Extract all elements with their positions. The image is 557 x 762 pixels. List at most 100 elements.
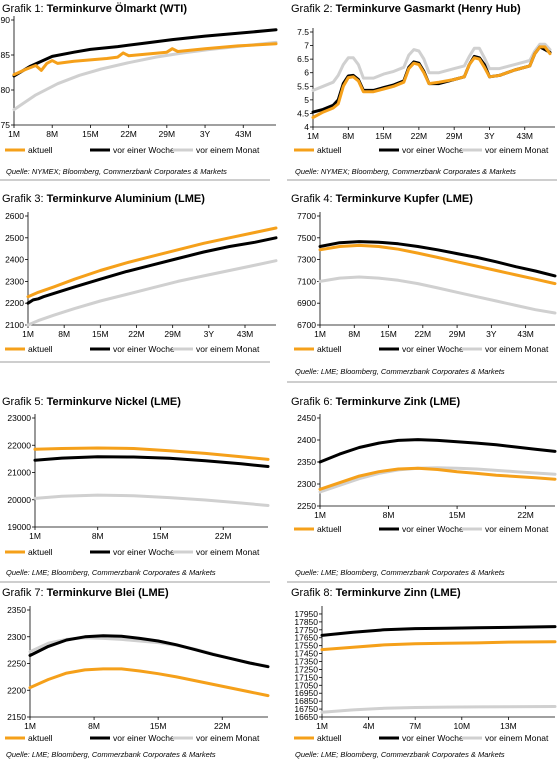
x-tick-label: 15M (82, 129, 99, 139)
x-tick-label: 8M (342, 131, 354, 141)
x-tick-label: 8M (383, 510, 395, 520)
chart-number: Grafik 5: (2, 396, 47, 408)
y-tick-label: 2300 (297, 479, 316, 489)
legend: aktuell vor einer Woche vor einem Monat (294, 145, 549, 155)
legend-label-aktuell: aktuell (317, 733, 342, 743)
y-tick-label: 6900 (297, 298, 316, 308)
y-tick-label: 7700 (297, 211, 316, 221)
x-tick-label: 15M (449, 510, 466, 520)
series-line-month (318, 275, 557, 315)
x-tick-label: 1M (22, 329, 34, 339)
x-tick-label: 22M (415, 329, 432, 339)
legend-label-month: vor einem Monat (485, 145, 549, 155)
x-tick-label: 22M (215, 531, 232, 541)
x-tick-label: 15M (380, 329, 397, 339)
y-tick-label: 22000 (7, 440, 31, 450)
legend: aktuell vor einer Woche vor einem Monat (5, 733, 260, 743)
y-tick-label: 16850 (294, 696, 318, 706)
series-line-week (318, 240, 557, 278)
series-line-week (28, 634, 270, 669)
y-tick-label: 2300 (7, 632, 26, 642)
chart-title-text: Terminkurve Blei (LME) (47, 587, 169, 599)
y-tick-label: 80 (1, 85, 11, 95)
series-line-aktuell (28, 667, 270, 698)
y-tick-label: 23000 (7, 413, 31, 423)
legend-label-month: vor einem Monat (485, 524, 549, 534)
x-tick-label: 8M (92, 531, 104, 541)
chart-panel-2: Grafik 2: Terminkurve Gasmarkt (Henry Hu… (287, 3, 557, 181)
legend-label-aktuell: aktuell (317, 145, 342, 155)
chart-number: Grafik 7: (2, 587, 47, 599)
legend-label-week: vor einer Woche (113, 547, 175, 557)
x-tick-label: 22M (120, 129, 137, 139)
y-tick-label: 7100 (297, 276, 316, 286)
y-tick-label: 75 (1, 120, 11, 130)
legend: aktuell vor einer Woche vor einem Monat (294, 733, 549, 743)
y-tick-label: 7.5 (297, 27, 309, 37)
legend-label-month: vor einem Monat (196, 547, 260, 557)
y-tick-label: 21000 (7, 468, 31, 478)
legend-label-week: vor einer Woche (402, 344, 464, 354)
legend-label-aktuell: aktuell (317, 524, 342, 534)
y-tick-label: 17350 (294, 657, 318, 667)
y-tick-label: 7300 (297, 255, 316, 265)
x-tick-label: 1M (29, 531, 41, 541)
x-tick-label: 3Y (484, 131, 495, 141)
chart-title: Grafik 5: Terminkurve Nickel (LME) (2, 396, 181, 408)
series-line-week (12, 28, 278, 78)
chart-panel-5: Grafik 5: Terminkurve Nickel (LME) 19000 2… (0, 396, 270, 583)
chart-panel-6: Grafik 6: Terminkurve Zink (LME) 2250 2300… (287, 396, 557, 583)
x-tick-label: 22M (128, 329, 145, 339)
series-line-aktuell (311, 45, 552, 119)
legend-label-week: vor einer Woche (402, 145, 464, 155)
x-tick-label: 15M (150, 721, 167, 731)
chart-title-text: Terminkurve Aluminium (LME) (47, 193, 206, 205)
chart-title: Grafik 7: Terminkurve Blei (LME) (2, 587, 169, 599)
y-tick-label: 16650 (294, 712, 318, 722)
series-line-month (28, 636, 270, 668)
series-line-month (320, 705, 557, 714)
legend: aktuell vor einer Woche vor einem Monat (294, 524, 549, 534)
legend-label-month: vor einem Monat (485, 344, 549, 354)
legend-label-week: vor einer Woche (402, 733, 464, 743)
y-tick-label: 6.5 (297, 54, 309, 64)
chart-title: Grafik 1: Terminkurve Ölmarkt (WTI) (2, 2, 187, 15)
legend: aktuell vor einer Woche vor einem Monat (5, 547, 260, 557)
y-tick-label: 5 (304, 95, 309, 105)
y-tick-label: 2300 (5, 276, 24, 286)
series-line-aktuell (12, 42, 278, 77)
y-tick-label: 2250 (297, 501, 316, 511)
y-tick-label: 2400 (297, 435, 316, 445)
chart-number: Grafik 6: (291, 396, 336, 408)
y-tick-label: 90 (1, 15, 11, 25)
source-note: Quelle: NYMEX; Bloomberg, Commerzbank Co… (6, 167, 227, 176)
source-note: Quelle: LME; Bloomberg, Commerzbank Corp… (295, 750, 505, 759)
x-tick-label: 1M (8, 129, 20, 139)
x-tick-label: 4M (363, 721, 375, 731)
series-line-aktuell (33, 446, 270, 461)
x-tick-label: 3Y (204, 329, 215, 339)
x-tick-label: 8M (88, 721, 100, 731)
x-tick-label: 1M (307, 131, 319, 141)
series-line-aktuell (320, 640, 557, 652)
y-tick-label: 5.5 (297, 81, 309, 91)
x-tick-label: 8M (348, 329, 360, 339)
series-line-aktuell (26, 226, 278, 299)
y-tick-label: 2200 (7, 685, 26, 695)
chart-panel-4: Grafik 4: Terminkurve Kupfer (LME) 6700 69… (287, 193, 557, 383)
chart-number: Grafik 3: (2, 193, 47, 205)
chart-panel-8: Grafik 8: Terminkurve Zinn (LME) 16650167… (291, 587, 557, 759)
series-line-aktuell (318, 243, 557, 286)
x-tick-label: 22M (411, 131, 428, 141)
y-tick-label: 7500 (297, 233, 316, 243)
source-note: Quelle: LME; Bloomberg, Commerzbank Corp… (295, 367, 505, 376)
chart-title-text: Terminkurve Ölmarkt (WTI) (47, 2, 188, 15)
series-line-week (33, 455, 270, 468)
x-tick-label: 1M (314, 510, 326, 520)
series-line-month (318, 466, 557, 494)
x-tick-label: 3Y (486, 329, 497, 339)
x-tick-label: 15M (375, 131, 392, 141)
series-line-month (26, 259, 278, 327)
x-tick-label: 3Y (200, 129, 211, 139)
